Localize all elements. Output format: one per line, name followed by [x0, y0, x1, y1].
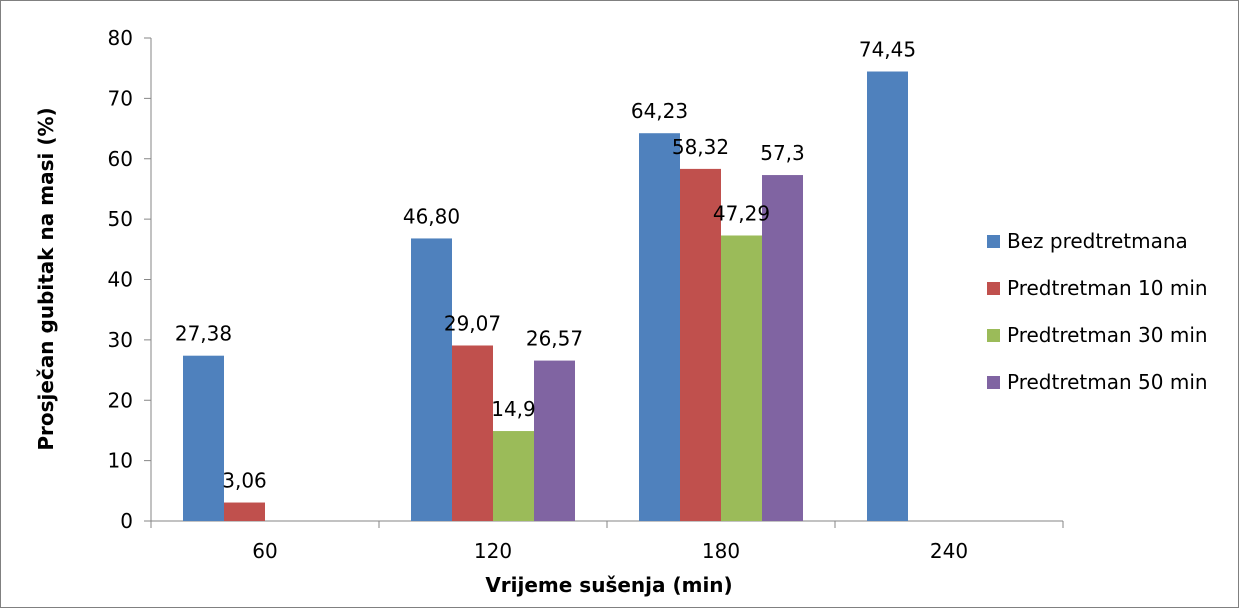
data-label: 64,23 [631, 99, 688, 123]
data-label: 3,06 [222, 469, 267, 493]
legend-swatch [987, 282, 1000, 295]
legend-label: Predtretman 10 min [1007, 276, 1208, 300]
x-tick-label: 240 [930, 539, 968, 563]
x-axis-title: Vrijeme sušenja (min) [485, 573, 732, 597]
legend-label: Predtretman 30 min [1007, 323, 1208, 347]
bar [534, 360, 575, 521]
x-tick-label: 180 [702, 539, 740, 563]
bar [224, 502, 265, 521]
data-label: 57,3 [760, 141, 805, 165]
bar [680, 168, 721, 521]
y-tick-label: 30 [108, 328, 133, 352]
bar [452, 345, 493, 521]
y-axis: 0 10 20 30 40 50 60 70 80 [108, 26, 152, 533]
y-axis-title: Prosječan gubitak na masi (%) [34, 107, 58, 450]
bar [762, 175, 803, 521]
bar [867, 71, 908, 522]
y-tick-label: 20 [108, 388, 133, 412]
data-label: 58,32 [672, 135, 729, 159]
data-label: 26,57 [526, 327, 583, 351]
y-tick-label: 10 [108, 449, 133, 473]
bar [721, 235, 762, 521]
bar [493, 431, 534, 521]
bar [639, 133, 680, 522]
data-label: 29,07 [444, 311, 501, 335]
legend-swatch [987, 376, 1000, 389]
data-label: 47,29 [713, 201, 770, 225]
x-tick-label: 120 [474, 539, 512, 563]
legend: Bez predtretmana Predtretman 10 min Predtr… [987, 229, 1208, 394]
y-tick-label: 50 [108, 207, 133, 231]
y-tick-label: 40 [108, 268, 133, 292]
y-tick-label: 0 [120, 509, 133, 533]
data-label: 27,38 [175, 322, 232, 346]
bars-group [183, 71, 908, 522]
y-tick-label: 60 [108, 147, 133, 171]
legend-swatch [987, 235, 1000, 248]
x-tick-label: 60 [252, 539, 277, 563]
bar [411, 238, 452, 521]
bar [183, 355, 224, 521]
legend-label: Predtretman 50 min [1007, 370, 1208, 394]
data-label: 74,45 [859, 38, 916, 62]
y-tick-label: 80 [108, 26, 133, 50]
data-label: 46,80 [403, 204, 460, 228]
data-labels-group: 27,38 46,80 64,23 74,45 3,06 29,07 58,32 14,9 47… [175, 38, 916, 493]
legend-label: Bez predtretmana [1007, 229, 1188, 253]
data-label: 14,9 [491, 397, 536, 421]
y-tick-label: 70 [108, 86, 133, 110]
legend-swatch [987, 329, 1000, 342]
x-axis: 60 120 180 240 [150, 520, 1064, 563]
